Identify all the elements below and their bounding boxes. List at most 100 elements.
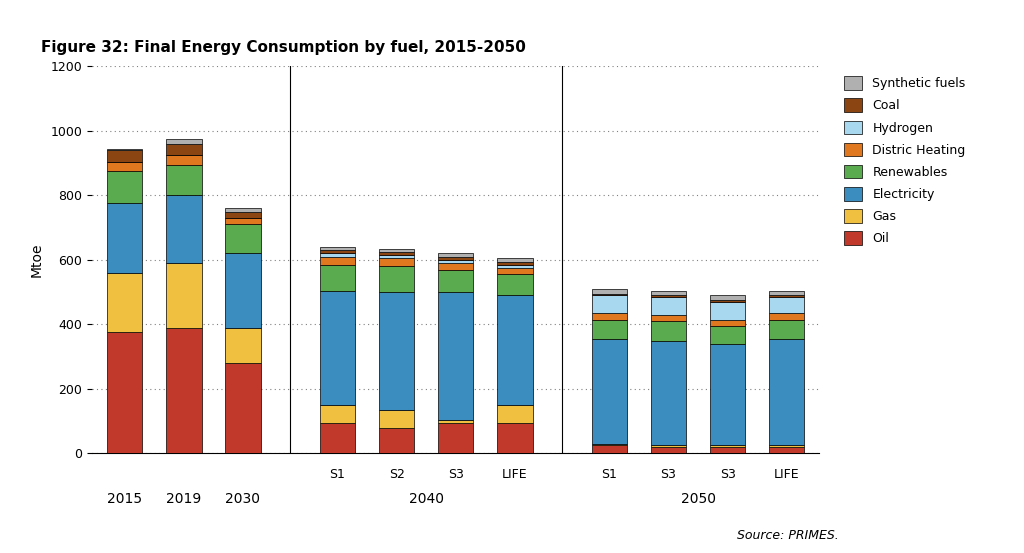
Bar [710, 445, 745, 447]
Text: 2019: 2019 [166, 492, 202, 506]
Bar [438, 420, 473, 423]
Bar [166, 195, 202, 263]
Bar [497, 258, 532, 262]
Bar [592, 320, 627, 339]
Text: S2: S2 [389, 468, 404, 481]
Bar [225, 218, 261, 225]
Bar [319, 250, 355, 253]
Legend: Synthetic fuels, Coal, Hydrogen, Distric Heating, Renewables, Electricity, Gas, : Synthetic fuels, Coal, Hydrogen, Distric… [840, 72, 970, 249]
Text: S1: S1 [330, 468, 345, 481]
Bar [379, 267, 415, 292]
Bar [166, 155, 202, 165]
Bar [106, 204, 142, 273]
Bar [710, 302, 745, 320]
Bar [225, 363, 261, 453]
Y-axis label: Mtoe: Mtoe [30, 243, 44, 277]
Text: S1: S1 [601, 468, 617, 481]
Text: S3: S3 [447, 468, 464, 481]
Bar [592, 289, 627, 294]
Bar [379, 258, 415, 267]
Text: LIFE: LIFE [502, 468, 527, 481]
Bar [379, 292, 415, 410]
Bar [710, 320, 745, 326]
Text: 2050: 2050 [681, 492, 716, 506]
Bar [379, 427, 415, 453]
Bar [438, 260, 473, 263]
Text: 2040: 2040 [409, 492, 443, 506]
Bar [438, 423, 473, 453]
Bar [106, 149, 142, 150]
Bar [225, 253, 261, 327]
Bar [497, 265, 532, 268]
Bar [166, 144, 202, 155]
Bar [166, 165, 202, 195]
Bar [710, 300, 745, 302]
Bar [650, 290, 686, 295]
Text: S3: S3 [720, 468, 735, 481]
Bar [769, 313, 805, 320]
Bar [225, 327, 261, 363]
Bar [592, 313, 627, 320]
Bar [769, 447, 805, 453]
Bar [438, 257, 473, 260]
Bar [592, 444, 627, 445]
Text: LIFE: LIFE [774, 468, 800, 481]
Bar [592, 445, 627, 453]
Bar [769, 295, 805, 297]
Bar [225, 208, 261, 211]
Bar [592, 294, 627, 295]
Bar [106, 161, 142, 171]
Bar [650, 315, 686, 321]
Bar [319, 247, 355, 250]
Bar [710, 344, 745, 445]
Bar [225, 225, 261, 253]
Bar [769, 290, 805, 295]
Bar [650, 321, 686, 341]
Bar [106, 171, 142, 204]
Bar [769, 339, 805, 445]
Bar [438, 292, 473, 420]
Bar [106, 150, 142, 161]
Bar [319, 405, 355, 423]
Bar [769, 297, 805, 313]
Bar [497, 295, 532, 405]
Bar [497, 262, 532, 265]
Bar [166, 139, 202, 144]
Bar [592, 295, 627, 313]
Text: Source: PRIMES.: Source: PRIMES. [737, 529, 839, 542]
Bar [438, 263, 473, 269]
Bar [438, 269, 473, 292]
Text: S3: S3 [660, 468, 677, 481]
Bar [710, 295, 745, 300]
Bar [650, 295, 686, 297]
Bar [319, 290, 355, 405]
Bar [497, 268, 532, 274]
Bar [497, 423, 532, 453]
Bar [650, 297, 686, 315]
Bar [319, 253, 355, 257]
Bar [379, 249, 415, 252]
Bar [497, 405, 532, 423]
Bar [166, 327, 202, 453]
Bar [650, 445, 686, 447]
Bar [592, 339, 627, 444]
Bar [650, 341, 686, 445]
Bar [438, 253, 473, 257]
Bar [769, 320, 805, 339]
Bar [106, 273, 142, 332]
Text: 2030: 2030 [225, 492, 260, 506]
Bar [166, 263, 202, 327]
Bar [710, 447, 745, 453]
Bar [769, 445, 805, 447]
Bar [379, 255, 415, 258]
Bar [650, 447, 686, 453]
Bar [497, 274, 532, 295]
Bar [319, 265, 355, 290]
Bar [379, 252, 415, 255]
Bar [319, 257, 355, 265]
Bar [225, 211, 261, 218]
Text: Figure 32: Final Energy Consumption by fuel, 2015-2050: Figure 32: Final Energy Consumption by f… [41, 40, 526, 55]
Bar [319, 423, 355, 453]
Bar [106, 332, 142, 453]
Bar [379, 410, 415, 427]
